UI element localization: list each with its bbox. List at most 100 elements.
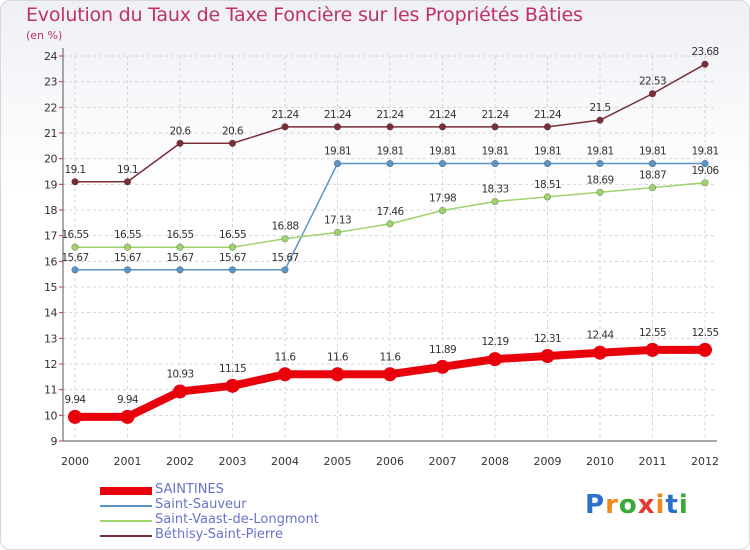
data-label: 12.19 [481,336,508,348]
x-tick-label: 2007 [429,455,457,468]
y-tick-label: 15 [44,281,57,294]
legend-item-bethisy: Béthisy-Saint-Pierre [100,527,360,543]
y-tick-label: 16 [44,255,57,268]
data-point [491,123,499,131]
data-label: 17.98 [429,193,456,205]
x-tick-label: 2011 [639,455,667,468]
y-tick-label: 22 [44,101,57,114]
data-label: 17.46 [376,206,404,218]
data-label: 21.24 [429,109,457,121]
data-point [281,266,289,274]
legend-swatch [100,487,152,495]
data-label: 12.31 [534,333,561,345]
y-tick-label: 11 [44,384,57,397]
data-point [176,243,184,251]
legend-swatch [100,535,152,537]
data-point [701,60,709,68]
x-tick-label: 2009 [534,455,562,468]
data-point [228,139,237,147]
data-point [71,178,79,186]
data-label: 18.69 [586,174,613,186]
data-label: 21.5 [590,102,611,114]
data-point [648,90,657,98]
data-point [383,367,397,382]
data-point [386,159,394,168]
data-point [596,116,604,124]
y-tick-label: 20 [44,153,57,166]
data-label: 20.6 [222,125,244,137]
data-point [228,243,237,251]
data-label: 19.81 [481,146,508,158]
y-tick-label: 10 [44,409,57,422]
data-point [333,123,342,131]
data-label: 15.67 [114,252,141,264]
data-label: 11.6 [380,351,402,363]
y-tick-label: 17 [44,230,57,243]
data-point [281,235,289,243]
data-label: 20.6 [170,125,192,137]
data-point [648,159,657,168]
data-point [120,409,135,424]
data-point [438,206,447,215]
data-label: 15.67 [271,252,298,264]
data-label: 16.55 [166,229,193,241]
unit-label: (en %) [26,29,63,42]
data-point [333,228,342,236]
data-point [648,184,657,192]
data-label: 11.15 [219,363,246,375]
data-label: 19.81 [376,146,403,158]
legend-label: Saint-Sauveur [155,497,247,512]
legend-swatch [100,520,152,522]
x-tick-label: 2001 [114,455,142,468]
legend-label: Béthisy-Saint-Pierre [155,527,283,542]
data-point [386,123,394,131]
data-label: 18.87 [639,170,666,182]
x-tick-label: 2008 [481,455,509,468]
data-label: 21.24 [376,109,404,121]
data-label: 19.81 [639,146,666,158]
data-label: 17.13 [324,214,351,226]
y-tick-label: 19 [44,178,57,191]
y-tick-label: 12 [44,358,57,371]
data-label: 15.67 [219,252,246,264]
y-tick-label: 23 [44,76,57,89]
logo-letter: i [678,490,689,520]
data-label: 19.1 [117,164,138,176]
data-point [701,179,709,187]
data-point [491,159,499,168]
x-tick-label: 2005 [324,455,352,468]
data-label: 16.88 [271,221,298,233]
data-label: 23.68 [691,46,718,58]
x-tick-label: 2000 [61,455,89,468]
data-label: 19.81 [691,146,718,158]
data-label: 9.94 [117,394,139,406]
data-point [701,159,709,168]
data-point [123,266,132,274]
data-point [281,123,289,131]
chart-title: Evolution du Taux de Taxe Foncière sur l… [26,4,583,26]
legend-label: Saint-Vaast-de-Longmont [155,512,319,527]
data-point [438,159,447,168]
data-point [330,367,345,382]
logo-letter: t [665,490,679,520]
y-tick-label: 13 [44,332,57,345]
data-label: 21.24 [324,109,352,121]
data-label: 15.67 [61,252,88,264]
data-point [488,352,502,367]
data-point [596,188,604,196]
data-label: 16.55 [61,229,88,241]
y-tick-label: 14 [44,307,57,320]
data-point [645,342,660,357]
data-point [596,159,604,168]
data-label: 9.94 [65,394,87,406]
data-label: 10.93 [166,368,193,380]
logo-letter: x [637,490,656,520]
data-label: 21.24 [271,109,299,121]
data-point [333,159,342,168]
x-tick-label: 2003 [219,455,247,468]
data-point [225,378,240,393]
data-label: 12.55 [639,327,666,339]
data-point [698,342,712,357]
data-label: 21.24 [534,109,562,121]
